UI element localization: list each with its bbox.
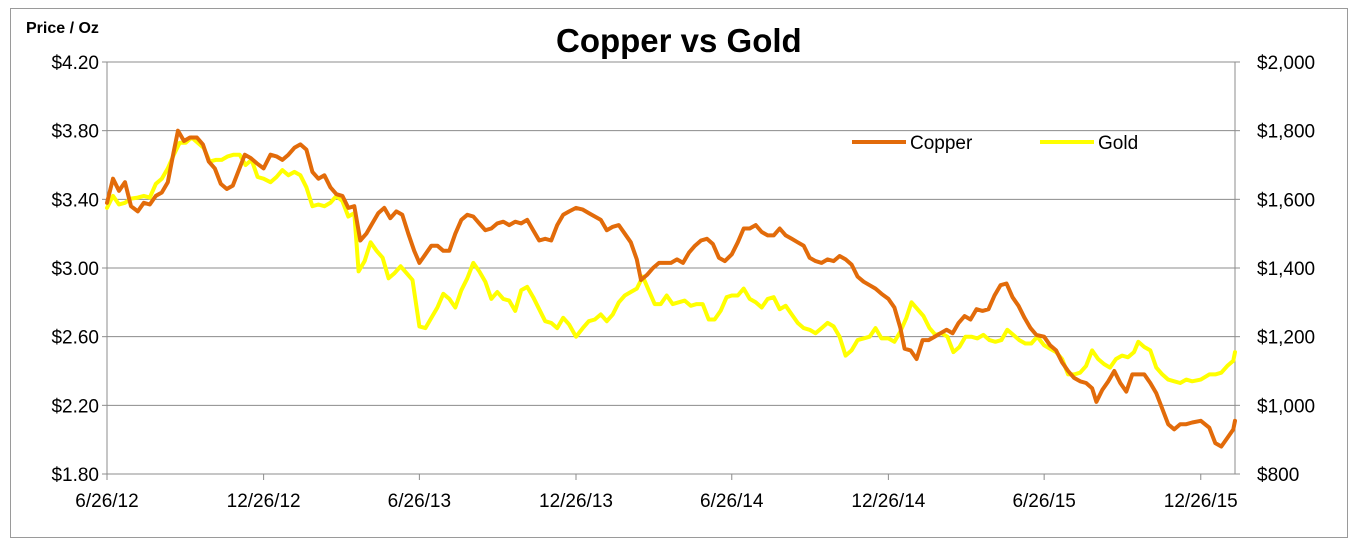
y-right-tick-label: $1,800 xyxy=(1257,122,1315,143)
y-left-tick-label: $3.80 xyxy=(51,122,99,143)
x-tick-label: 6/26/15 xyxy=(1012,491,1075,512)
x-tick-label: 6/26/12 xyxy=(75,491,138,512)
series-line-copper xyxy=(105,128,1237,449)
x-tick-label: 12/26/13 xyxy=(539,491,613,512)
y-left-tick-label: $2.20 xyxy=(51,396,99,417)
y-left-tick-label: $3.00 xyxy=(51,259,99,280)
y-right-tick-label: $800 xyxy=(1257,465,1299,486)
series-line-gold xyxy=(105,135,1237,385)
x-tick-label: 12/26/12 xyxy=(227,491,301,512)
y-left-tick-label: $1.80 xyxy=(51,465,99,486)
y-right-tick-label: $1,600 xyxy=(1257,190,1315,211)
y-right-tick-label: $2,000 xyxy=(1257,53,1315,74)
legend-label-copper: Copper xyxy=(910,133,973,154)
y-right-tick-label: $1,400 xyxy=(1257,259,1315,280)
y-left-tick-label: $4.20 xyxy=(51,53,99,74)
y-left-tick-label: $3.40 xyxy=(51,190,99,211)
x-tick-label: 6/26/14 xyxy=(700,491,764,512)
y-right-tick-label: $1,000 xyxy=(1257,396,1315,417)
y-left-tick-label: $2.60 xyxy=(51,328,99,349)
x-tick-label: 6/26/13 xyxy=(388,491,451,512)
y-axis-label: Price / Oz xyxy=(26,20,99,37)
chart-frame xyxy=(10,8,1348,538)
legend-label-gold: Gold xyxy=(1098,133,1138,154)
y-right-tick-label: $1,200 xyxy=(1257,328,1315,349)
chart-title: Copper vs Gold xyxy=(556,22,802,59)
x-tick-label: 12/26/15 xyxy=(1164,491,1238,512)
x-tick-label: 12/26/14 xyxy=(851,491,925,512)
